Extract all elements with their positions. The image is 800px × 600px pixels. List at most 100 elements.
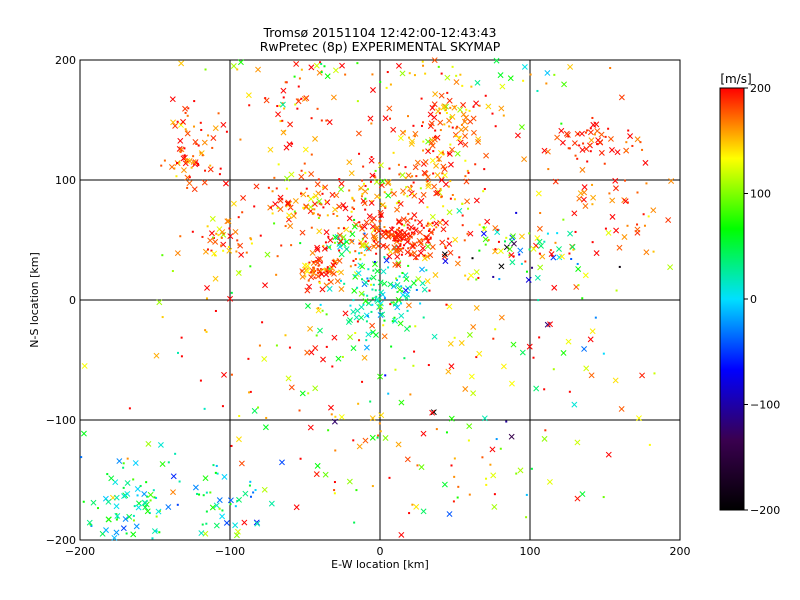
data-point-x [327, 237, 334, 244]
data-point-x [315, 307, 322, 314]
data-point-x [444, 74, 451, 81]
data-point-x [421, 286, 428, 293]
data-point-x [108, 475, 115, 482]
data-point-x [337, 243, 343, 250]
data-point-x [134, 486, 141, 492]
data-point-x [405, 172, 412, 179]
data-point-x [347, 334, 354, 340]
data-point-x [378, 412, 385, 419]
data-point-x [535, 190, 542, 197]
data-point-x [415, 276, 422, 283]
data-point-dot [296, 107, 299, 110]
data-point-x [368, 157, 375, 164]
data-point-dot [459, 73, 462, 76]
data-point-dot [413, 246, 416, 249]
data-point-dot [422, 121, 425, 124]
data-point-dot [401, 238, 404, 241]
data-point-x [451, 104, 458, 111]
data-point-dot [399, 243, 402, 246]
data-point-dot [317, 216, 320, 219]
data-point-x [207, 237, 214, 244]
data-point-dot [312, 212, 315, 215]
data-point-x [403, 294, 410, 301]
data-point-x [322, 184, 329, 191]
data-point-dot [356, 320, 359, 323]
data-point-x [453, 79, 460, 86]
data-point-x [396, 218, 402, 225]
data-point-x [423, 234, 430, 241]
data-point-x [560, 350, 567, 356]
data-point-dot [468, 493, 471, 496]
data-point-dot [475, 356, 478, 359]
data-point-dot [215, 232, 218, 235]
data-point-dot [322, 206, 325, 209]
data-point-dot [411, 503, 414, 506]
data-point-x [324, 199, 331, 206]
data-point-x [221, 371, 227, 378]
data-point-dot [360, 195, 363, 198]
data-point-x [191, 186, 198, 193]
data-point-x [169, 96, 176, 103]
data-point-dot [318, 282, 321, 285]
data-point-dot [442, 205, 445, 208]
data-point-dot [458, 256, 461, 259]
data-point-dot [408, 72, 411, 75]
data-point-x [304, 268, 311, 275]
data-point-dot [358, 339, 361, 342]
data-point-dot [116, 516, 119, 519]
data-point-dot [303, 162, 306, 165]
data-point-dot [371, 485, 374, 488]
data-point-x [208, 230, 215, 237]
data-point-dot [217, 112, 220, 115]
data-point-x [299, 390, 306, 397]
data-point-x [473, 100, 480, 107]
data-point-x [279, 101, 286, 108]
data-point-x [337, 238, 344, 245]
data-point-x [141, 499, 148, 506]
data-point-x [371, 261, 378, 268]
data-point-dot [361, 192, 364, 195]
data-point-dot [408, 325, 411, 328]
data-point-dot [468, 109, 471, 112]
data-point-dot [471, 257, 474, 260]
data-point-dot [230, 373, 233, 376]
data-point-x [323, 271, 329, 278]
data-point-dot [132, 478, 135, 481]
data-point-x [370, 87, 376, 93]
data-point-dot [625, 141, 628, 144]
data-point-dot [249, 390, 252, 393]
data-point-x [255, 66, 261, 73]
data-point-x [519, 349, 526, 356]
data-point-dot [384, 205, 387, 208]
data-point-dot [389, 117, 392, 120]
data-point-dot [645, 182, 648, 185]
data-point-x [144, 508, 151, 515]
data-point-x [424, 253, 431, 260]
data-point-dot [410, 217, 413, 220]
data-point-dot [336, 258, 339, 261]
data-point-x [336, 232, 343, 239]
data-point-dot [607, 127, 610, 130]
data-point-dot [553, 73, 556, 76]
data-point-x [402, 287, 409, 294]
data-point-x [593, 250, 600, 257]
data-point-x [355, 270, 362, 277]
data-point-dot [115, 518, 118, 521]
data-point-x [178, 60, 185, 67]
data-point-x [367, 115, 374, 122]
data-point-dot [503, 240, 506, 243]
data-point-x [373, 332, 379, 338]
data-point-dot [133, 505, 136, 508]
data-point-dot [498, 278, 501, 281]
data-point-dot [248, 104, 251, 107]
data-point-x [438, 92, 445, 99]
data-point-x [351, 223, 358, 230]
data-point-dot [648, 443, 651, 446]
data-point-dot [530, 467, 533, 470]
data-point-dot [316, 268, 319, 271]
data-point-dot [624, 179, 627, 182]
data-point-dot [249, 265, 252, 268]
data-point-x [342, 310, 349, 317]
data-point-x [363, 241, 370, 248]
data-point-dot [453, 457, 456, 460]
